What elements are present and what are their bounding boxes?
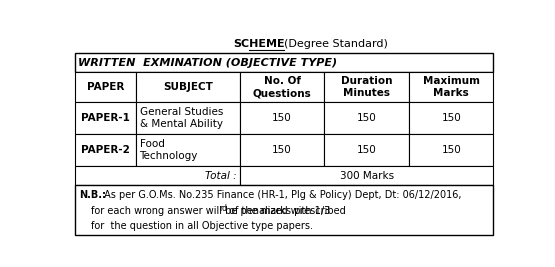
Bar: [75, 134, 137, 166]
Text: (Degree Standard): (Degree Standard): [284, 40, 388, 49]
Text: SUBJECT: SUBJECT: [163, 82, 213, 92]
Text: WRITTEN  EXMINATION (OBJECTIVE TYPE): WRITTEN EXMINATION (OBJECTIVE TYPE): [78, 58, 337, 68]
Text: 150: 150: [441, 145, 461, 155]
Text: Total :: Total :: [205, 171, 237, 181]
Bar: [240, 134, 324, 166]
Text: PAPER-2: PAPER-2: [82, 145, 130, 155]
Text: 150: 150: [272, 145, 292, 155]
Bar: [409, 102, 493, 134]
Bar: [409, 134, 493, 166]
Bar: [137, 134, 240, 166]
Bar: [75, 53, 493, 72]
Text: rd: rd: [219, 204, 228, 213]
Text: N.B.:: N.B.:: [79, 190, 106, 201]
Text: Duration
Minutes: Duration Minutes: [341, 76, 392, 98]
Bar: [240, 102, 324, 134]
Text: General Studies
& Mental Ability: General Studies & Mental Ability: [139, 107, 223, 129]
Text: 300 Marks: 300 Marks: [340, 171, 393, 181]
Bar: [324, 134, 409, 166]
Text: PAPER: PAPER: [87, 82, 125, 92]
Bar: [409, 72, 493, 102]
Text: for  the question in all Objective type papers.: for the question in all Objective type p…: [91, 221, 313, 231]
Text: As per G.O.Ms. No.235 Finance (HR-1, Plg & Policy) Dept, Dt: 06/12/2016,: As per G.O.Ms. No.235 Finance (HR-1, Plg…: [101, 190, 461, 201]
Bar: [75, 102, 137, 134]
Bar: [240, 72, 324, 102]
Bar: [75, 166, 240, 185]
Text: Maximum
Marks: Maximum Marks: [423, 76, 480, 98]
Bar: [324, 102, 409, 134]
Bar: [324, 72, 409, 102]
Text: for each wrong answer will be penalized with 1/3: for each wrong answer will be penalized …: [91, 206, 330, 216]
Text: No. Of
Questions: No. Of Questions: [253, 76, 311, 98]
Text: 150: 150: [357, 113, 376, 123]
Text: PAPER-1: PAPER-1: [82, 113, 130, 123]
Bar: [240, 166, 493, 185]
Bar: [137, 72, 240, 102]
Bar: [137, 102, 240, 134]
Text: of the marks prescribed: of the marks prescribed: [226, 206, 346, 216]
Text: SCHEME: SCHEME: [233, 40, 284, 49]
Bar: [75, 72, 137, 102]
Text: 150: 150: [272, 113, 292, 123]
Bar: [75, 185, 493, 234]
Text: Food
Technology: Food Technology: [139, 139, 198, 161]
Text: 150: 150: [441, 113, 461, 123]
Text: 150: 150: [357, 145, 376, 155]
